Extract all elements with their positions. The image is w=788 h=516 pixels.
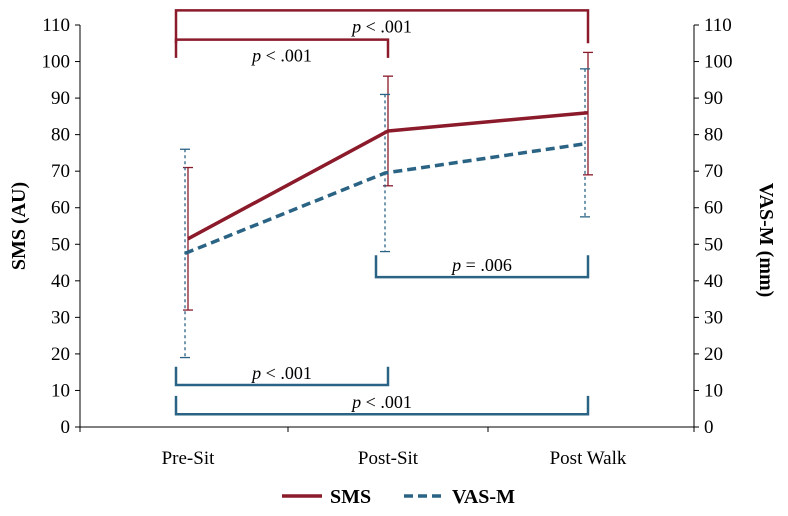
significance-label: p < .001 <box>250 363 312 383</box>
y-tick-label-right: 50 <box>704 234 723 255</box>
y-axis-title-right: VAS-M (mm) <box>755 183 777 298</box>
y-tick-label-left: 20 <box>51 344 70 365</box>
y-tick-label-right: 70 <box>704 161 723 182</box>
y-tick-label-right: 80 <box>704 125 723 146</box>
y-tick-label-left: 60 <box>51 198 70 219</box>
y-tick-label-right: 110 <box>704 15 732 36</box>
significance-bracket <box>374 255 590 279</box>
legend-label-vas-m: VAS-M <box>452 486 515 508</box>
y-tick-label-left: 110 <box>42 15 70 36</box>
significance-label: p < .001 <box>350 392 412 412</box>
x-tick-label: Post-Sit <box>358 448 419 469</box>
y-tick-label-left: 50 <box>51 234 70 255</box>
y-tick-label-right: 10 <box>704 380 723 401</box>
significance-bracket <box>174 395 590 416</box>
significance-label: p = .006 <box>450 255 512 275</box>
y-tick-label-right: 0 <box>704 417 714 438</box>
legend: SMS VAS-M <box>282 486 515 508</box>
axes-layer: 0 0 10 10 20 20 30 30 40 40 50 50 60 60 70 70 80 80 90 90 10… <box>8 15 777 469</box>
y-axis-title-left: SMS (AU) <box>8 182 30 270</box>
y-tick-label-right: 20 <box>704 344 723 365</box>
series-lines <box>184 110 589 256</box>
x-tick-label: Post Walk <box>550 448 627 469</box>
legend-label-sms: SMS <box>330 486 371 508</box>
significance-brackets: p < .001 p < .001 p = .006 p < .001 p < .001 <box>174 9 590 416</box>
y-tick-label-left: 30 <box>51 307 70 328</box>
y-tick-label-left: 40 <box>51 271 70 292</box>
y-tick-label-right: 90 <box>704 88 723 109</box>
y-tick-label-left: 10 <box>51 380 70 401</box>
y-tick-label-left: 80 <box>51 125 70 146</box>
y-tick-label-right: 100 <box>704 52 733 73</box>
y-tick-label-right: 60 <box>704 198 723 219</box>
error-bars <box>180 51 593 359</box>
y-tick-label-left: 100 <box>42 52 71 73</box>
significance-bracket <box>174 366 390 387</box>
significance-label: p < .001 <box>350 16 412 36</box>
significance-label: p < .001 <box>250 46 312 66</box>
y-tick-label-left: 70 <box>51 161 70 182</box>
x-tick-label: Pre-Sit <box>162 448 216 469</box>
significance-bracket <box>174 38 390 58</box>
y-tick-label-right: 30 <box>704 307 723 328</box>
y-tick-label-left: 0 <box>61 417 71 438</box>
significance-bracket <box>174 9 590 44</box>
y-tick-label-right: 40 <box>704 271 723 292</box>
y-tick-label-left: 90 <box>51 88 70 109</box>
